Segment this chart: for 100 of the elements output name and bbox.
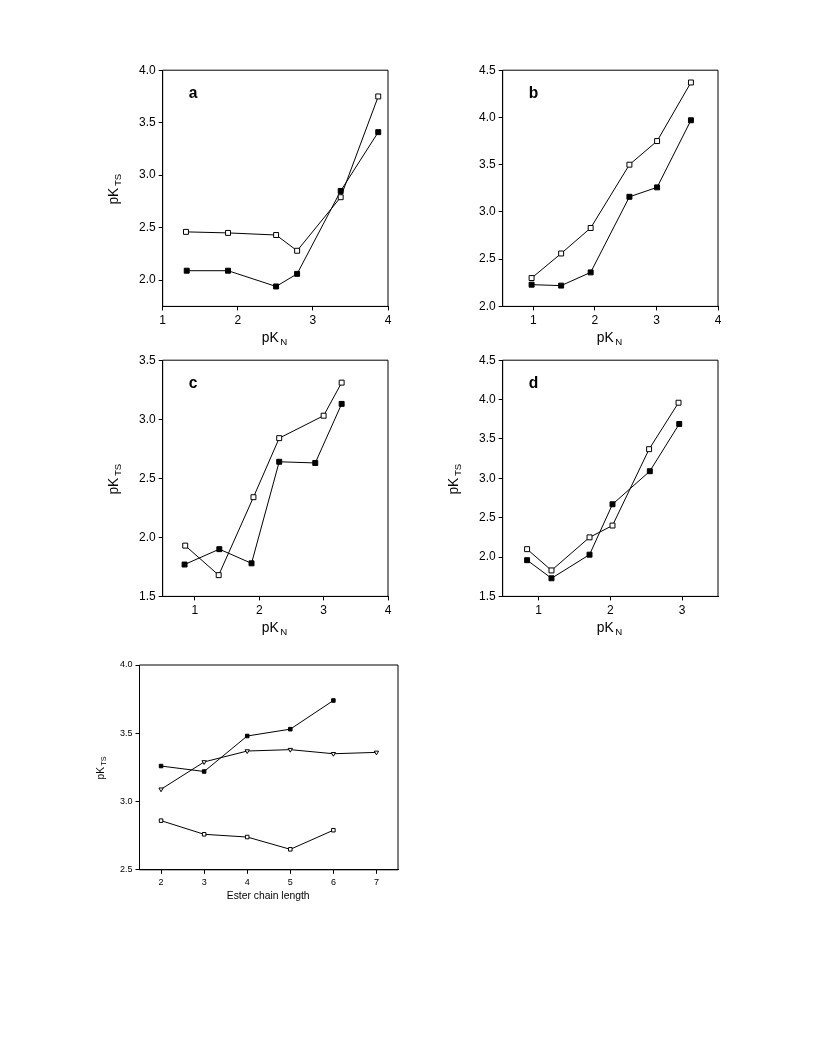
x-tick-label: 1: [530, 312, 538, 327]
point: [276, 435, 283, 442]
y-tick-label: 1.5: [138, 588, 156, 603]
point: [338, 400, 345, 407]
point: [312, 459, 319, 466]
y-axis-title: pKTS: [106, 173, 124, 205]
point: [646, 446, 653, 453]
point: [587, 225, 594, 231]
point: [244, 834, 250, 840]
point: [676, 421, 683, 427]
point: [216, 546, 223, 553]
x-tick-label: 7: [373, 876, 379, 887]
y-tick-label: 4.0: [138, 62, 156, 77]
point: [338, 379, 345, 386]
y-tick-label: 2.5: [478, 251, 496, 266]
y-tick-label: 3.5: [138, 115, 156, 129]
y-tick-label: 1.5: [478, 588, 496, 603]
point: [524, 546, 531, 553]
point: [609, 501, 616, 508]
annotation: b: [528, 84, 539, 102]
point: [675, 399, 682, 406]
point: [225, 267, 231, 274]
y-tick-label: 4.0: [120, 659, 133, 670]
point: [587, 269, 594, 276]
point: [320, 412, 327, 419]
y-tick-label: 2.5: [120, 864, 133, 875]
point: [183, 267, 190, 274]
x-tick-label: 5: [287, 876, 293, 887]
point: [558, 250, 565, 257]
x-tick-label: 3: [320, 602, 328, 617]
point: [687, 79, 694, 86]
point: [331, 698, 336, 703]
x-tick-label: 3: [309, 312, 317, 327]
y-tick-label: 3.0: [478, 470, 496, 485]
x-tick-label: 2: [158, 876, 164, 887]
point: [654, 184, 661, 191]
y-tick-label: 4.0: [478, 109, 496, 124]
point: [201, 769, 207, 774]
point: [375, 129, 382, 136]
point: [373, 750, 380, 756]
y-tick-label: 3.0: [138, 411, 156, 426]
point: [250, 494, 257, 501]
point: [626, 161, 633, 168]
point: [244, 733, 250, 739]
point: [528, 281, 535, 288]
x-axis-title: Ester chain length: [226, 889, 310, 901]
point: [182, 542, 189, 549]
y-tick-label: 4.0: [478, 391, 496, 406]
point: [524, 557, 531, 564]
point: [273, 283, 280, 290]
point: [654, 138, 661, 145]
y-tick-label: 3.0: [120, 796, 133, 807]
point: [244, 749, 250, 755]
point: [586, 534, 593, 541]
point: [626, 193, 633, 200]
point: [273, 232, 280, 238]
point: [158, 787, 164, 793]
x-tick-label: 2: [234, 312, 242, 327]
x-tick-label: 4: [384, 312, 392, 327]
annotation: d: [528, 374, 539, 392]
point: [646, 468, 653, 475]
x-tick-label: 1: [535, 602, 543, 617]
point: [248, 560, 255, 567]
point: [215, 572, 222, 579]
y-tick-label: 2.5: [138, 219, 156, 234]
y-tick-label: 3.5: [478, 156, 496, 171]
y-axis-title: pKTS: [446, 463, 464, 495]
y-tick-label: 3.5: [138, 352, 156, 367]
point: [294, 247, 301, 254]
point: [287, 747, 293, 753]
y-tick-label: 2.0: [478, 549, 496, 564]
y-tick-label: 4.5: [478, 62, 496, 77]
y-tick-label: 2.0: [138, 272, 156, 287]
point: [201, 760, 207, 765]
point: [548, 575, 555, 582]
y-tick-label: 2.5: [138, 470, 156, 485]
point: [609, 522, 616, 529]
x-tick-label: 4: [244, 876, 250, 887]
point: [558, 282, 565, 289]
y-tick-label: 3.0: [138, 167, 156, 182]
x-tick-label: 6: [330, 876, 336, 887]
x-tick-label: 1: [159, 312, 167, 327]
point: [294, 270, 301, 277]
point: [276, 458, 283, 465]
x-tick-label: 3: [653, 312, 661, 327]
point: [181, 561, 188, 568]
point: [182, 228, 189, 235]
y-tick-label: 3.5: [478, 431, 496, 446]
point: [288, 726, 293, 732]
point: [528, 275, 535, 282]
point: [375, 93, 382, 100]
point: [330, 752, 337, 757]
x-tick-label: 4: [714, 312, 722, 327]
x-tick-label: 2: [591, 312, 599, 327]
y-tick-label: 2.5: [478, 509, 496, 524]
point: [331, 827, 336, 833]
point: [158, 818, 164, 823]
x-tick-label: 3: [201, 876, 207, 887]
x-tick-label: 2: [255, 602, 263, 617]
y-tick-label: 2.0: [138, 529, 156, 544]
